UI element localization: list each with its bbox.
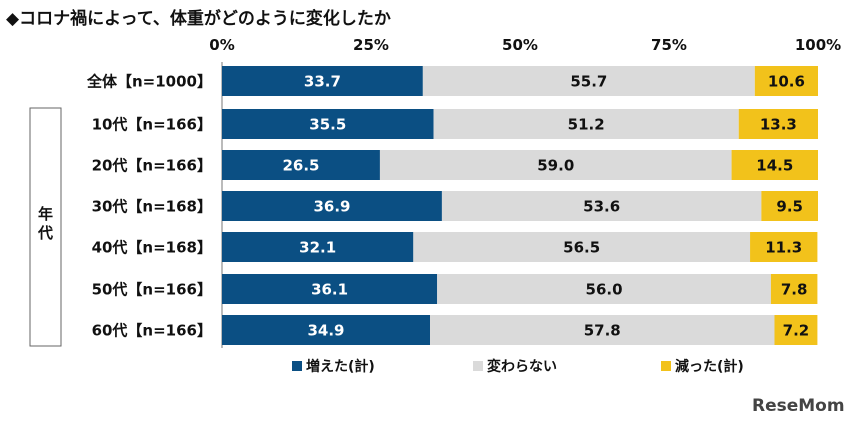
- watermark-logo: ReseMom: [752, 396, 845, 416]
- bar-segment: [430, 315, 775, 345]
- category-label: 全体【n=1000】: [86, 73, 212, 91]
- bar-segment: [222, 150, 380, 180]
- data-label: 59.0: [537, 157, 574, 175]
- bar-segment: [731, 150, 818, 180]
- bar-segment: [774, 315, 818, 345]
- legend-label: 変わらない: [487, 358, 557, 375]
- data-label: 56.0: [586, 281, 623, 299]
- data-label: 36.9: [313, 198, 350, 216]
- category-label: 30代【n=168】: [92, 198, 212, 216]
- category-label: 20代【n=166】: [92, 157, 212, 175]
- chart-title: ◆コロナ禍によって、体重がどのように変化したか: [6, 8, 391, 29]
- legend-label: 減った(計): [675, 358, 744, 375]
- bar-segment: [738, 109, 818, 139]
- legend-label: 増えた(計): [306, 358, 375, 375]
- data-label: 10.6: [768, 73, 805, 91]
- x-tick-label: 0%: [209, 36, 234, 54]
- data-label: 55.7: [570, 73, 607, 91]
- category-label: 10代【n=166】: [92, 116, 212, 134]
- bars: 33.7 55.7 10.6 35.5 51.2 13.3 26.5 59.0 14.5 36.9…: [222, 66, 818, 345]
- data-label: 34.9: [307, 322, 344, 340]
- data-label: 13.3: [760, 116, 797, 134]
- bar-segment: [754, 66, 818, 96]
- data-label: 11.3: [765, 239, 802, 257]
- legend-swatch: [473, 361, 483, 371]
- data-label: 7.8: [781, 281, 808, 299]
- x-axis-ticks: 0% 25% 50% 75% 100%: [209, 36, 841, 54]
- bar-segment: [422, 66, 755, 96]
- data-label: 32.1: [299, 239, 336, 257]
- data-label: 14.5: [756, 157, 793, 175]
- group-label-char: 代: [37, 224, 53, 242]
- group-label-char: 年: [38, 205, 53, 223]
- data-label: 26.5: [282, 157, 319, 175]
- bar-segment: [441, 191, 762, 221]
- group-box: [29, 107, 62, 347]
- category-label: 50代【n=166】: [92, 281, 212, 299]
- bar-segment: [770, 274, 818, 304]
- bar-segment: [222, 191, 442, 221]
- x-tick-label: 25%: [353, 36, 389, 54]
- bar-segment: [761, 191, 818, 221]
- bar-segment: [437, 274, 771, 304]
- bar-segment: [433, 109, 739, 139]
- bar-segment: [222, 109, 434, 139]
- bar-segment: [750, 232, 818, 262]
- legend-swatch: [292, 361, 302, 371]
- data-label: 53.6: [583, 198, 620, 216]
- legend-swatch: [661, 361, 671, 371]
- bar-segment: [379, 150, 732, 180]
- bar-segment: [222, 274, 438, 304]
- data-label: 9.5: [776, 198, 803, 216]
- bar-segment: [222, 66, 423, 96]
- legend: 増えた(計) 変わらない 減った(計): [292, 358, 744, 375]
- data-label: 57.8: [584, 322, 621, 340]
- data-label: 56.5: [563, 239, 600, 257]
- bar-segment: [222, 232, 414, 262]
- x-tick-label: 50%: [502, 36, 538, 54]
- bar-segment: [222, 315, 431, 345]
- bar-segment: [413, 232, 751, 262]
- data-label: 35.5: [309, 116, 346, 134]
- category-labels: 全体【n=1000】 10代【n=166】 20代【n=166】 30代【n=168】…: [86, 73, 212, 340]
- group-bracket: 年代: [29, 107, 62, 347]
- category-label: 60代【n=166】: [92, 322, 212, 340]
- category-label: 40代【n=168】: [92, 239, 212, 257]
- data-label: 36.1: [311, 281, 348, 299]
- data-label: 7.2: [783, 322, 810, 340]
- x-tick-label: 75%: [651, 36, 687, 54]
- x-tick-label: 100%: [795, 36, 841, 54]
- data-label: 51.2: [568, 116, 605, 134]
- data-label: 33.7: [304, 73, 341, 91]
